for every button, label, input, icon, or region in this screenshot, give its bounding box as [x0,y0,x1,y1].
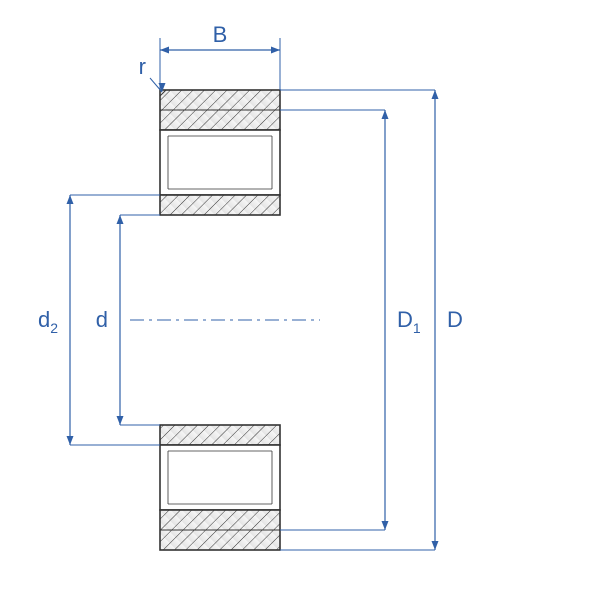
bearing-diagram: BrDD1dd2 [0,0,600,600]
label-r: r [139,54,146,79]
label-B: B [213,22,228,47]
label-d: d [96,307,108,332]
label-D: D [447,307,463,332]
